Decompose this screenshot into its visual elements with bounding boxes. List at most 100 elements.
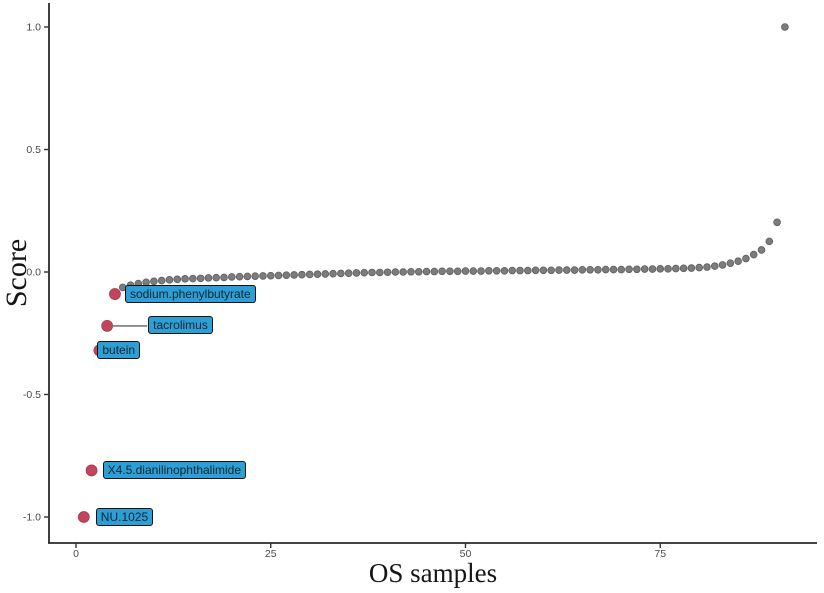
- highlighted-point: [77, 511, 90, 523]
- sample-point: [282, 271, 291, 279]
- sample-point: [290, 271, 298, 279]
- sample-point: [344, 269, 353, 278]
- sample-point: [492, 266, 501, 275]
- sample-point: [617, 265, 626, 274]
- sample-point: [438, 267, 446, 276]
- sample-point: [485, 266, 493, 275]
- sample-point: [594, 265, 602, 274]
- sample-point: [500, 266, 509, 275]
- sample-point: [204, 274, 213, 282]
- y-axis-title: Score: [0, 238, 33, 308]
- sample-point: [586, 265, 594, 274]
- drug-label: NU.1025: [95, 507, 154, 526]
- sample-point: [555, 266, 563, 274]
- highlighted-point: [109, 288, 121, 300]
- sample-point: [601, 265, 610, 274]
- sample-point: [734, 257, 742, 266]
- sample-point: [477, 267, 485, 275]
- sample-point: [243, 272, 252, 281]
- sample-point: [664, 265, 672, 273]
- sample-point: [196, 274, 205, 283]
- sample-point: [765, 237, 774, 246]
- sample-point: [150, 277, 158, 286]
- sample-point: [298, 270, 306, 279]
- sample-point: [781, 23, 789, 31]
- x-axis-title: OS samples: [368, 558, 498, 588]
- sample-point: [726, 259, 735, 267]
- sample-point: [259, 272, 267, 280]
- y-tick-label: 0.5: [26, 144, 41, 156]
- sample-point: [539, 266, 548, 275]
- sample-point: [640, 265, 649, 273]
- sample-point: [718, 261, 727, 269]
- sample-point: [399, 268, 407, 276]
- sample-point: [313, 270, 322, 279]
- sample-point: [695, 263, 703, 272]
- sample-point: [391, 268, 400, 276]
- sample-point: [305, 270, 314, 279]
- sample-point: [266, 271, 275, 280]
- y-tick-label: 1.0: [26, 22, 41, 34]
- sample-point: [235, 272, 244, 281]
- sample-point: [578, 265, 587, 274]
- sample-point: [220, 273, 228, 282]
- x-tick-label: 25: [265, 548, 277, 560]
- sample-point: [679, 264, 688, 273]
- sample-point: [461, 267, 470, 275]
- sample-point: [531, 266, 540, 275]
- sample-point: [352, 269, 361, 277]
- sample-point: [430, 267, 439, 276]
- sample-point: [407, 267, 415, 276]
- sample-point: [749, 250, 758, 259]
- sample-point: [609, 265, 618, 274]
- sample-point: [547, 266, 555, 275]
- highlighted-point: [101, 319, 114, 332]
- sample-point: [524, 266, 532, 275]
- sample-point: [212, 273, 221, 282]
- sample-point: [625, 265, 633, 274]
- sample-point: [157, 276, 166, 285]
- drug-label: tacrolimus: [148, 316, 213, 335]
- sample-point: [469, 267, 478, 275]
- sample-point: [228, 273, 236, 281]
- x-tick-label: 50: [460, 548, 472, 560]
- sample-point: [773, 218, 781, 227]
- x-tick-label: 0: [73, 548, 79, 560]
- sample-point: [337, 269, 345, 278]
- sample-point: [710, 262, 719, 270]
- drug-label: X4.5.dianilinophthalimide: [102, 460, 247, 479]
- sample-point: [321, 270, 330, 278]
- sample-point: [742, 254, 750, 263]
- sample-point: [453, 267, 462, 276]
- drug-label: butein: [97, 340, 141, 359]
- sample-point: [189, 274, 197, 283]
- sample-point: [687, 264, 696, 272]
- sample-point: [251, 272, 259, 280]
- sample-point: [656, 265, 665, 273]
- x-tick-label: 75: [654, 548, 666, 560]
- sample-point: [274, 271, 283, 280]
- sample-point: [165, 276, 174, 284]
- sample-point: [516, 266, 524, 275]
- sample-point: [181, 275, 189, 283]
- sample-point: [633, 265, 641, 274]
- sample-point: [368, 268, 376, 277]
- sample-point: [173, 275, 182, 284]
- sample-point: [508, 266, 517, 275]
- sample-point: [329, 269, 337, 278]
- sample-point: [757, 246, 766, 254]
- y-tick-label: -0.5: [23, 389, 41, 401]
- sample-point: [648, 265, 657, 273]
- sample-point: [562, 266, 571, 274]
- sample-point: [703, 263, 711, 271]
- highlighted-point: [85, 464, 98, 477]
- sample-point: [672, 264, 680, 273]
- sample-point: [570, 266, 579, 274]
- sample-point: [422, 267, 431, 276]
- y-tick-label: -1.0: [23, 512, 41, 524]
- sample-point: [383, 268, 392, 277]
- y-tick-label: 0.0: [26, 267, 41, 279]
- sample-point: [360, 268, 369, 277]
